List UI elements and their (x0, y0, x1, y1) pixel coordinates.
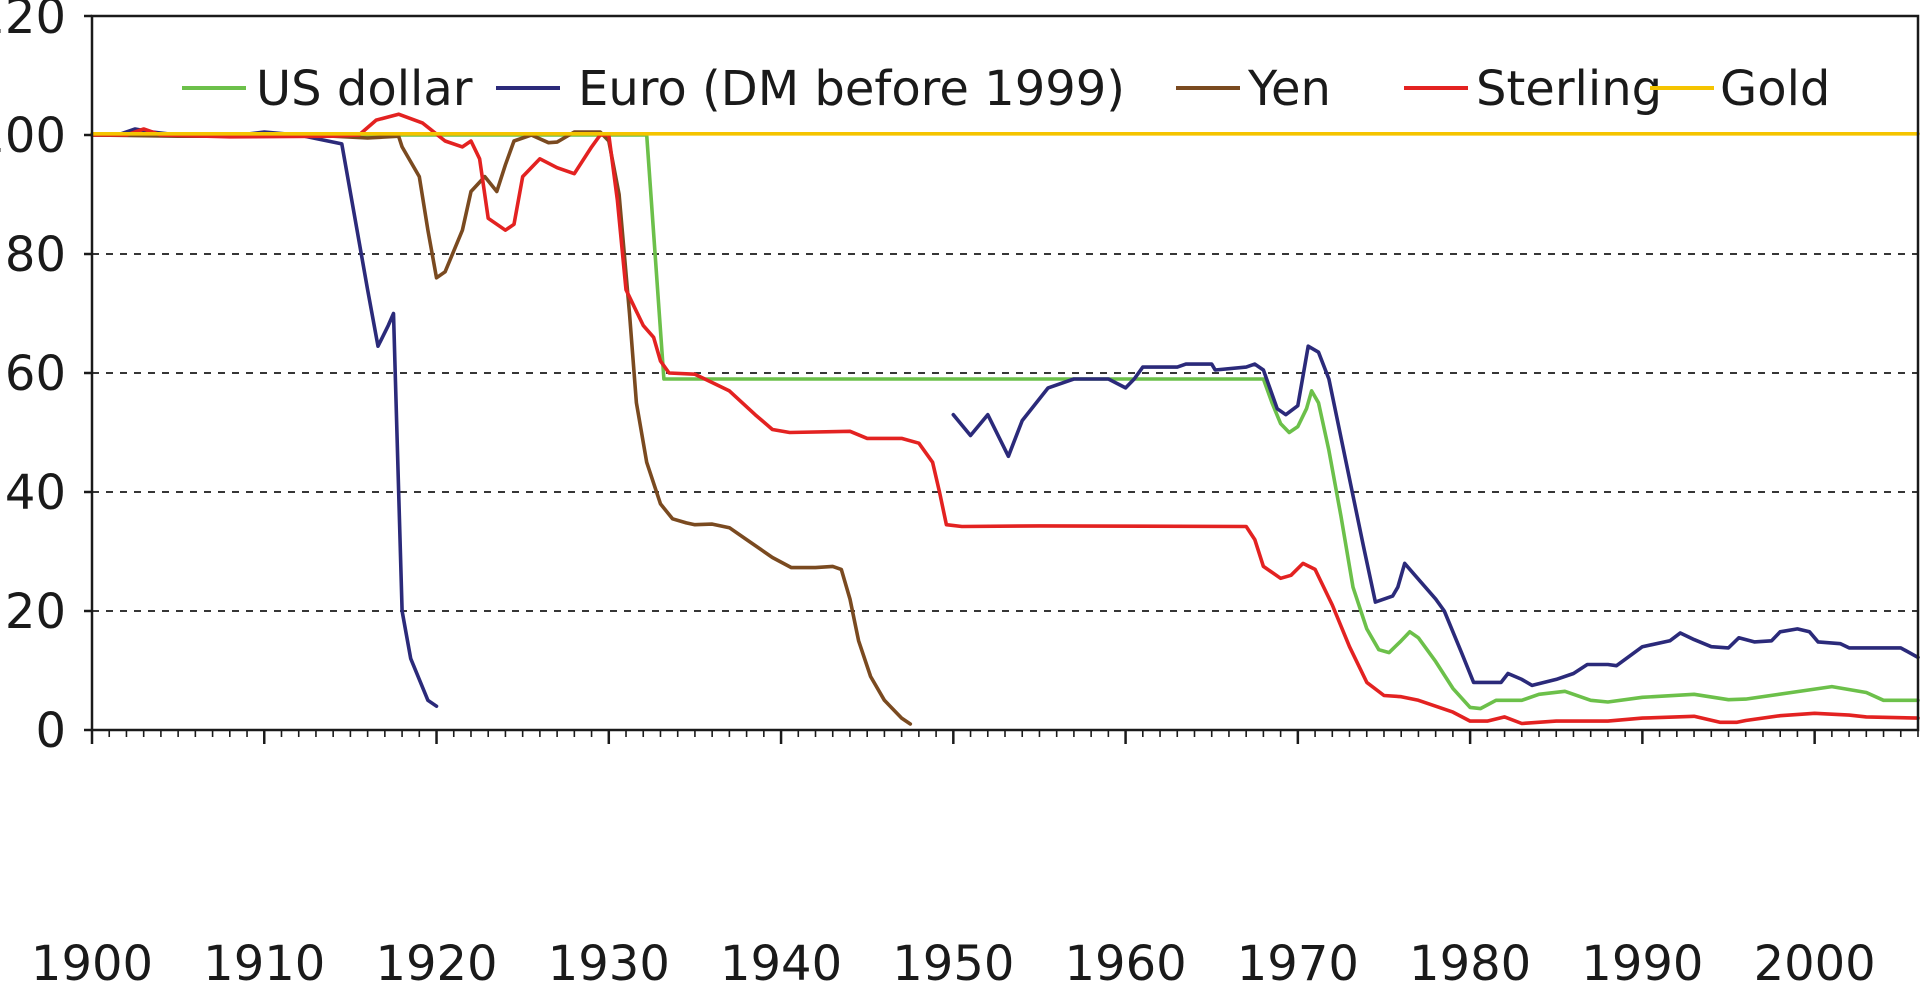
x-tick-label-1960: 1960 (1065, 936, 1187, 986)
legend-entry-yen: Yen (1176, 61, 1331, 117)
series-line-euro-dm-before-1999-1 (90, 127, 439, 708)
legend-label-yen: Yen (1247, 61, 1331, 117)
legend-label-us-dollar: US dollar (256, 61, 473, 117)
y-tick-label-0: 0 (35, 703, 66, 759)
y-tick-label-100: 100 (0, 108, 66, 164)
legend: US dollar Euro (DM before 1999) Yen Sterlin… (182, 61, 1830, 117)
ticks (84, 14, 1919, 744)
legend-entry-us-dollar: US dollar (182, 61, 473, 117)
gridlines (92, 253, 1918, 612)
x-tick-label-1940: 1940 (720, 936, 842, 986)
legend-entry-euro-dm-before-1999: Euro (DM before 1999) (496, 61, 1125, 117)
y-tick-label-20: 20 (5, 584, 66, 640)
x-tick-label-1990: 1990 (1581, 936, 1703, 986)
x-axis-tick-labels: 1900 1910 1920 1930 1940 1950 1960 1970 1980 1990… (31, 936, 1876, 986)
series-layer (90, 112, 1920, 726)
x-tick-label-1980: 1980 (1409, 936, 1531, 986)
y-tick-label-40: 40 (5, 465, 66, 521)
legend-entry-sterling: Sterling (1404, 61, 1662, 117)
x-tick-label-1920: 1920 (375, 936, 497, 986)
series-line-sterling (90, 112, 1920, 726)
x-tick-label-1910: 1910 (203, 936, 325, 986)
x-tick-label-1950: 1950 (892, 936, 1014, 986)
y-tick-label-120: 120 (0, 0, 66, 45)
series-line-us-dollar (90, 133, 1920, 711)
legend-label-euro-dm-before-1999: Euro (DM before 1999) (578, 61, 1125, 117)
y-axis-tick-labels: 0 20 40 60 80 100 120 (0, 0, 66, 759)
legend-label-sterling: Sterling (1476, 61, 1662, 117)
y-tick-label-60: 60 (5, 346, 66, 402)
x-tick-label-2000: 2000 (1754, 936, 1876, 986)
y-tick-label-80: 80 (5, 227, 66, 283)
x-tick-label-1970: 1970 (1237, 936, 1359, 986)
legend-entry-gold: Gold (1650, 61, 1830, 117)
series-line-yen (90, 130, 913, 726)
series-line-euro-dm-before-1999-2 (951, 344, 1920, 688)
x-tick-label-1900: 1900 (31, 936, 153, 986)
legend-label-gold: Gold (1720, 61, 1830, 117)
x-tick-label-1930: 1930 (548, 936, 670, 986)
